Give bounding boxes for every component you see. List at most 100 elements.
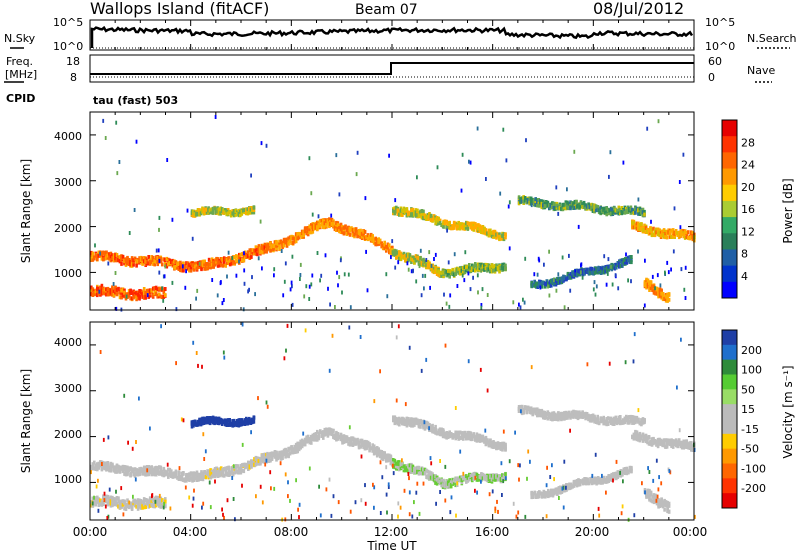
data-cell <box>413 260 416 265</box>
data-cell <box>225 261 229 265</box>
data-cell <box>118 259 122 264</box>
data-cell <box>147 472 150 477</box>
data-cell <box>90 289 93 294</box>
data-cell <box>628 260 632 264</box>
scatter-cell <box>419 248 422 253</box>
data-cell <box>525 197 528 202</box>
data-cell <box>192 267 196 272</box>
data-cell <box>102 290 105 295</box>
scatter-cell <box>571 271 574 276</box>
data-cell <box>405 420 409 425</box>
data-cell <box>96 463 99 468</box>
scatter-cell <box>251 275 253 280</box>
data-cell <box>374 450 377 455</box>
scatter-cell <box>118 160 121 164</box>
data-cell <box>195 211 198 216</box>
data-cell <box>484 266 488 271</box>
data-cell <box>257 249 261 254</box>
data-cell <box>536 285 540 289</box>
data-cell <box>156 260 159 265</box>
data-cell <box>395 419 398 424</box>
data-cell <box>153 259 156 264</box>
data-cell <box>428 470 431 475</box>
data-cell <box>105 250 108 255</box>
data-cell <box>250 464 253 469</box>
data-cell <box>296 445 299 450</box>
data-cell <box>428 216 431 221</box>
data-cell <box>395 249 398 254</box>
data-cell <box>388 250 391 255</box>
scatter-cell <box>114 271 117 275</box>
data-cell <box>297 235 301 240</box>
data-cell <box>103 462 107 467</box>
data-cell <box>438 221 442 225</box>
scatter-cell <box>158 215 161 220</box>
data-cell <box>203 259 206 264</box>
data-cell <box>124 262 128 267</box>
data-cell <box>115 469 119 474</box>
data-cell <box>212 263 215 268</box>
data-cell <box>313 223 316 228</box>
data-cell <box>150 471 153 476</box>
data-cell <box>106 253 110 258</box>
data-cell <box>471 478 474 483</box>
data-cell <box>339 433 343 438</box>
colorbar-swatch <box>722 217 737 234</box>
data-cell <box>247 254 250 259</box>
data-cell <box>270 457 274 461</box>
data-cell <box>313 226 316 231</box>
scatter-cell <box>416 175 418 180</box>
data-cell <box>111 289 114 294</box>
data-cell <box>96 293 99 298</box>
data-cell <box>667 230 670 235</box>
data-cell <box>504 267 507 272</box>
scatter-cell <box>449 293 452 298</box>
data-cell <box>94 466 98 471</box>
data-cell <box>640 226 643 231</box>
scatter-cell <box>429 285 431 290</box>
data-cell <box>438 479 442 484</box>
data-cell <box>458 478 462 483</box>
data-cell <box>542 281 546 286</box>
scatter-cell <box>163 274 166 279</box>
data-cell <box>186 261 190 266</box>
data-cell <box>112 292 116 297</box>
data-cell <box>230 467 233 472</box>
data-cell <box>463 431 467 436</box>
data-cell <box>302 229 305 234</box>
data-cell <box>100 466 104 471</box>
data-cell <box>310 437 313 442</box>
data-cell <box>571 274 574 279</box>
data-cell <box>105 461 108 466</box>
data-cell <box>638 212 642 216</box>
data-cell <box>96 466 99 470</box>
data-cell <box>634 223 637 228</box>
data-cell <box>608 208 611 213</box>
data-cell <box>501 473 504 478</box>
data-cell <box>375 238 379 243</box>
data-cell <box>589 266 592 271</box>
data-cell <box>416 465 419 470</box>
data-cell <box>207 257 211 262</box>
data-cell <box>434 480 437 485</box>
data-cell <box>224 263 227 268</box>
data-cell <box>605 269 609 273</box>
data-cell <box>575 273 579 278</box>
data-cell <box>156 293 159 298</box>
data-cell <box>504 263 507 268</box>
scatter-cell <box>412 268 414 273</box>
data-cell <box>228 262 232 267</box>
data-cell <box>314 223 318 228</box>
data-cell <box>454 436 457 441</box>
data-cell <box>275 455 278 460</box>
data-cell <box>97 250 101 255</box>
scatter-cell <box>211 278 214 282</box>
data-cell <box>536 200 539 204</box>
data-cell <box>388 243 391 248</box>
data-cell <box>486 475 489 479</box>
data-cell <box>443 433 447 438</box>
data-cell <box>484 439 488 444</box>
data-cell <box>478 264 482 269</box>
data-cell <box>432 429 436 434</box>
data-cell <box>614 208 618 213</box>
